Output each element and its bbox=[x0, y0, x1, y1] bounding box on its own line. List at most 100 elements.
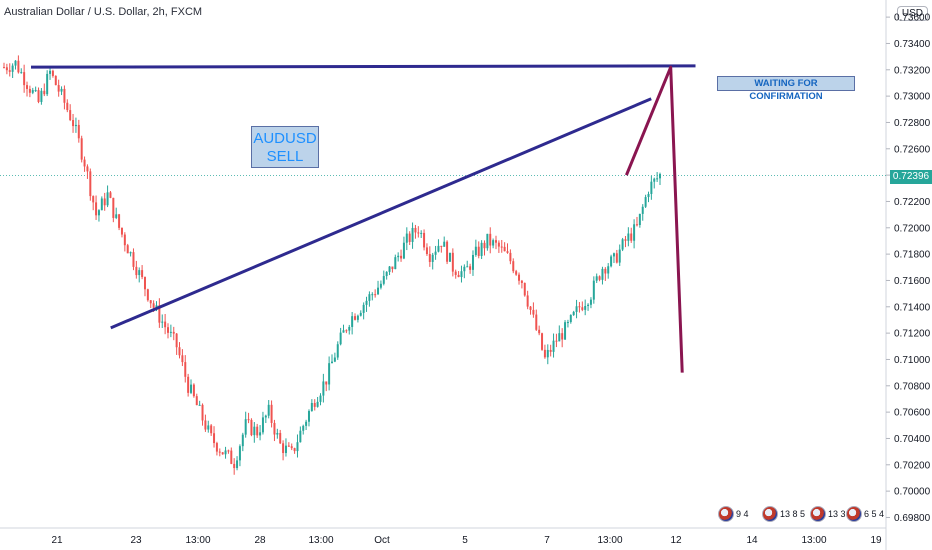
candle-body bbox=[5, 67, 8, 71]
candle-body bbox=[414, 227, 417, 233]
candle-body bbox=[167, 327, 169, 333]
candle-body bbox=[152, 303, 155, 308]
x-tick-label: 14 bbox=[746, 535, 758, 546]
candle-body bbox=[541, 333, 544, 350]
candle-body bbox=[322, 381, 325, 396]
candle-body bbox=[604, 268, 607, 274]
candle-body bbox=[195, 396, 198, 406]
flag-icon bbox=[846, 506, 862, 522]
candle-body bbox=[282, 443, 285, 454]
candle-body bbox=[638, 213, 641, 225]
x-tick-label: Oct bbox=[374, 535, 390, 546]
candle-body bbox=[374, 294, 377, 296]
candle-body bbox=[109, 192, 112, 198]
candle-body bbox=[233, 463, 236, 469]
candle-body bbox=[310, 403, 313, 412]
candle-body bbox=[495, 240, 497, 243]
candle-body bbox=[480, 242, 483, 256]
candle-body bbox=[348, 326, 351, 331]
candle-body bbox=[569, 314, 572, 323]
candle-body bbox=[610, 256, 613, 267]
candle-body bbox=[474, 246, 477, 255]
candle-body bbox=[377, 287, 380, 295]
waiting-annotation: WAITING FOR CONFIRMATION bbox=[717, 76, 855, 102]
candle-body bbox=[538, 329, 541, 334]
candle-body bbox=[287, 445, 290, 447]
candle-body bbox=[615, 253, 618, 263]
candle-body bbox=[14, 60, 17, 66]
candle-body bbox=[492, 240, 495, 246]
candle-body bbox=[126, 245, 129, 254]
candle-body bbox=[607, 266, 610, 274]
y-tick-label: 0.73600 bbox=[894, 13, 931, 24]
candle-body bbox=[279, 432, 282, 444]
candle-body bbox=[158, 305, 161, 323]
candle-body bbox=[8, 70, 11, 72]
candle-body bbox=[132, 252, 135, 267]
candle-body bbox=[120, 227, 123, 235]
candle-body bbox=[129, 252, 132, 254]
candle-body bbox=[408, 233, 411, 242]
flag-icon bbox=[718, 506, 734, 522]
y-tick-label: 0.70600 bbox=[894, 408, 931, 419]
candle-body bbox=[644, 197, 647, 207]
sell-annotation: AUDUSD SELL bbox=[251, 126, 319, 168]
candle-body bbox=[598, 276, 601, 280]
candle-body bbox=[483, 242, 486, 249]
event-marker[interactable]: 9 4 bbox=[718, 503, 749, 525]
candle-body bbox=[164, 321, 167, 328]
candle-body bbox=[391, 266, 394, 270]
candle-body bbox=[575, 306, 578, 312]
y-tick-label: 0.73200 bbox=[894, 65, 931, 76]
candle-body bbox=[247, 419, 250, 421]
candle-body bbox=[420, 232, 423, 234]
event-marker[interactable]: 13 3 bbox=[810, 503, 846, 525]
resistance-line bbox=[31, 64, 696, 69]
candle-body bbox=[549, 349, 552, 352]
candle-body bbox=[333, 357, 336, 362]
x-tick-label: 19 bbox=[870, 535, 882, 546]
candle-body bbox=[529, 306, 532, 310]
candle-body bbox=[595, 276, 598, 281]
candle-body bbox=[307, 411, 310, 422]
candle-body bbox=[178, 347, 181, 356]
candle-body bbox=[627, 233, 630, 241]
candle-body bbox=[149, 300, 152, 304]
candle-body bbox=[506, 251, 509, 253]
x-tick-label: 7 bbox=[544, 535, 550, 546]
event-marker[interactable]: 6 5 4 bbox=[846, 503, 884, 525]
candle-body bbox=[290, 446, 293, 449]
event-marker[interactable]: 13 8 5 bbox=[762, 503, 805, 525]
candle-body bbox=[138, 270, 141, 276]
candle-body bbox=[500, 246, 503, 248]
candle-body bbox=[411, 227, 414, 242]
x-tick-label: 21 bbox=[51, 535, 63, 546]
flag-icon bbox=[810, 506, 826, 522]
candle-body bbox=[221, 452, 224, 455]
candle-body bbox=[328, 363, 331, 385]
chart-title: Australian Dollar / U.S. Dollar, 2h, FXC… bbox=[4, 6, 203, 18]
candle-body bbox=[454, 271, 457, 275]
candle-body bbox=[256, 426, 259, 436]
candle-body bbox=[201, 404, 204, 421]
candle-body bbox=[259, 432, 262, 436]
candle-body bbox=[118, 214, 121, 228]
candle-body bbox=[40, 90, 43, 102]
candle-body bbox=[552, 340, 555, 352]
y-tick-label: 0.70400 bbox=[894, 434, 931, 445]
currency-label[interactable]: USD bbox=[896, 6, 928, 21]
candle-body bbox=[471, 254, 474, 270]
event-label: 13 8 5 bbox=[780, 509, 806, 519]
candle-body bbox=[267, 404, 270, 416]
candle-body bbox=[37, 90, 40, 102]
candle-body bbox=[546, 349, 549, 358]
x-tick-label: 13:00 bbox=[185, 535, 210, 546]
candle-body bbox=[207, 425, 210, 430]
y-tick-label: 0.70800 bbox=[894, 381, 931, 392]
y-tick-label: 0.72000 bbox=[894, 223, 931, 234]
candle-body bbox=[371, 294, 374, 296]
candle-body bbox=[250, 419, 253, 436]
candle-body bbox=[313, 403, 316, 407]
candle-body bbox=[31, 90, 34, 93]
projection-line bbox=[625, 65, 684, 373]
